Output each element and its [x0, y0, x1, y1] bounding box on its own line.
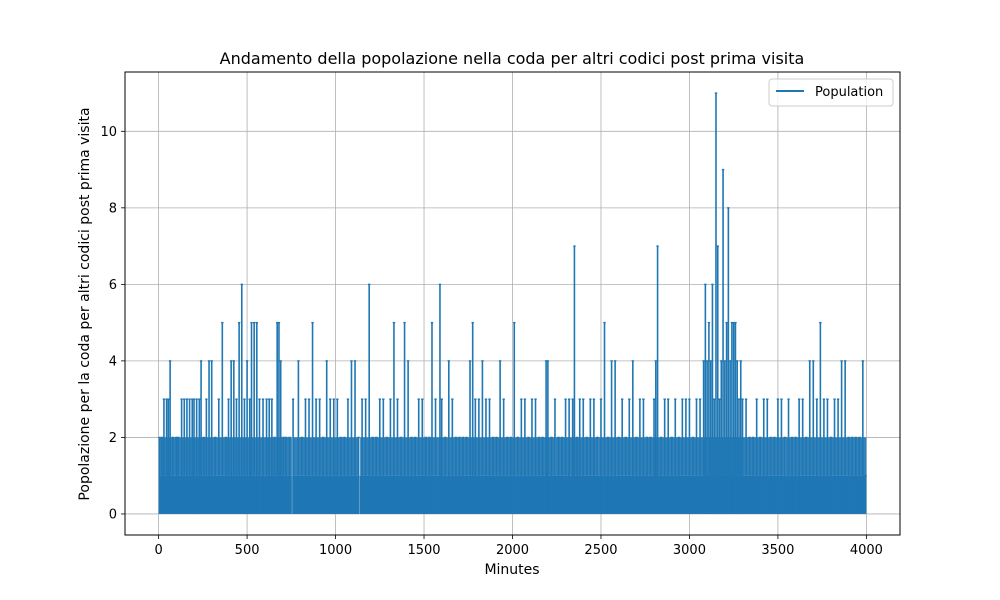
- population-band: [785, 437, 867, 476]
- y-tick-label: 6: [109, 278, 117, 293]
- x-tick-label: 500: [235, 543, 260, 558]
- x-tick-label: 1500: [407, 543, 440, 558]
- y-tick-label: 0: [109, 507, 117, 522]
- y-tick-label: 8: [109, 201, 117, 216]
- x-tick-label: 4000: [850, 543, 883, 558]
- legend-box: [768, 78, 894, 107]
- x-axis: 0 500 1000 1500 2000 2500 3000 3500 4000: [154, 535, 883, 558]
- x-tick-label: 3500: [761, 543, 794, 558]
- legend: Population: [768, 78, 894, 107]
- x-tick-label: 2000: [496, 543, 529, 558]
- y-tick-label: 4: [109, 354, 117, 369]
- x-axis-label: Minutes: [484, 562, 539, 578]
- plot-area: [158, 92, 867, 514]
- x-tick-label: 1000: [319, 543, 352, 558]
- y-tick-label: 10: [100, 125, 117, 140]
- y-tick-label: 2: [109, 431, 117, 446]
- x-tick-label: 3000: [673, 543, 706, 558]
- legend-label-population: Population: [815, 85, 883, 100]
- y-axis-label: Popolazione per la coda per altri codici…: [77, 107, 93, 500]
- population-band: [360, 437, 508, 476]
- x-tick-label: 0: [154, 543, 162, 558]
- chart-title: Andamento della popolazione nella coda p…: [220, 49, 805, 68]
- x-tick-label: 2500: [584, 543, 617, 558]
- y-axis: 0 2 4 6 8 10: [100, 125, 125, 522]
